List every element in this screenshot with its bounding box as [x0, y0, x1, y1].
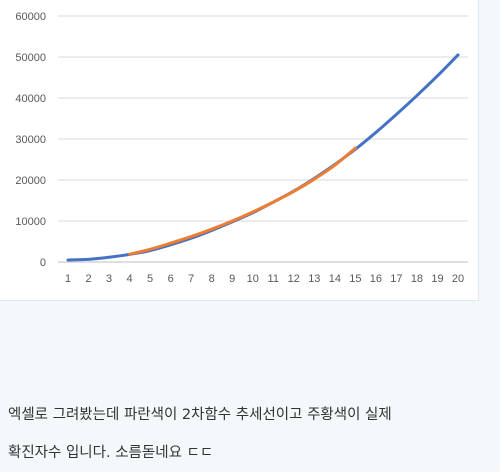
post-caption: 엑셀로 그려봤는데 파란색이 2차함수 추세선이고 주황색이 실제 확진자수 입… — [8, 396, 494, 472]
x-tick-label: 9 — [229, 273, 235, 285]
x-tick-label: 1 — [65, 273, 71, 285]
x-tick-label: 12 — [288, 273, 300, 285]
x-tick-label: 20 — [452, 273, 464, 285]
x-tick-label: 5 — [147, 273, 153, 285]
x-tick-label: 13 — [308, 273, 320, 285]
x-tick-label: 4 — [127, 273, 133, 285]
series-line-blue — [66, 53, 460, 262]
caption-line-2: 확진자수 입니다. 소름돋네요 ㄷㄷ — [8, 445, 214, 461]
x-tick-label: 11 — [268, 273, 279, 285]
x-tick-label: 14 — [329, 273, 341, 285]
caption-line-1: 엑셀로 그려봤는데 파란색이 2차함수 추세선이고 주황색이 실제 — [8, 407, 392, 423]
x-tick-label: 17 — [390, 273, 402, 285]
y-tick-label: 0 — [40, 257, 46, 269]
x-tick-label: 16 — [370, 273, 382, 285]
x-tick-label: 2 — [85, 273, 91, 285]
y-tick-label: 40000 — [15, 93, 46, 105]
gridlines — [58, 15, 468, 263]
x-tick-label: 19 — [431, 273, 443, 285]
y-tick-label: 50000 — [15, 52, 46, 64]
x-tick-label: 7 — [188, 273, 194, 285]
y-tick-label: 60000 — [15, 11, 46, 23]
x-tick-label: 10 — [247, 273, 259, 285]
y-tick-label: 10000 — [15, 216, 46, 228]
chart-series — [66, 53, 460, 262]
series-line-orange — [128, 146, 357, 256]
x-tick-label: 6 — [168, 273, 174, 285]
x-tick-label: 15 — [349, 273, 361, 285]
x-tick-label: 18 — [411, 273, 423, 285]
x-axis-tick-labels: 1 2 3 4 5 6 7 8 9 10 11 12 13 14 15 16 17 18 19 20 — [65, 273, 464, 285]
x-tick-label: 8 — [209, 273, 215, 285]
y-tick-label: 20000 — [15, 175, 46, 187]
y-axis-tick-labels: 0 10000 20000 30000 40000 50000 60000 — [15, 11, 46, 269]
x-tick-label: 3 — [106, 273, 112, 285]
y-tick-label: 30000 — [15, 134, 46, 146]
